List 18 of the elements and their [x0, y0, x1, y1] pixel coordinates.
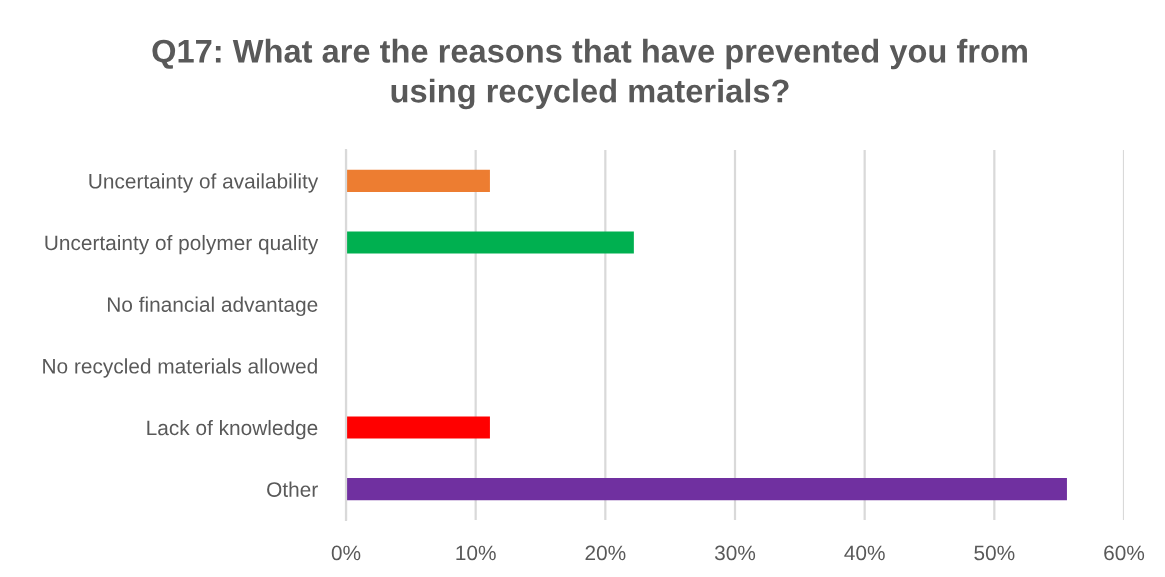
bar [346, 231, 634, 254]
x-tick-label: 0% [331, 545, 361, 561]
x-tick-label: 50% [974, 545, 1015, 561]
bar [346, 478, 1067, 501]
y-tick-label: Lack of knowledge [147, 419, 318, 440]
y-tick-label: No financial advantage [107, 296, 318, 317]
x-tick-label: 60% [1104, 545, 1145, 561]
bar [346, 416, 490, 439]
x-tick-label: 10% [456, 545, 496, 561]
y-tick-label: No recycled materials allowed [43, 358, 317, 378]
bar [346, 169, 490, 192]
x-tick-label: 40% [844, 545, 885, 561]
y-tick-label: Uncertainty of polymer quality [45, 234, 319, 255]
chart-title: Q17: What are the reasons that have prevented you from using recycled materials? [152, 38, 1027, 110]
x-tick-label: 30% [714, 545, 756, 561]
y-tick-label: Uncertainty of availability [89, 173, 319, 193]
y-tick-label: Other [267, 481, 318, 497]
x-tick-label: 20% [585, 545, 626, 561]
